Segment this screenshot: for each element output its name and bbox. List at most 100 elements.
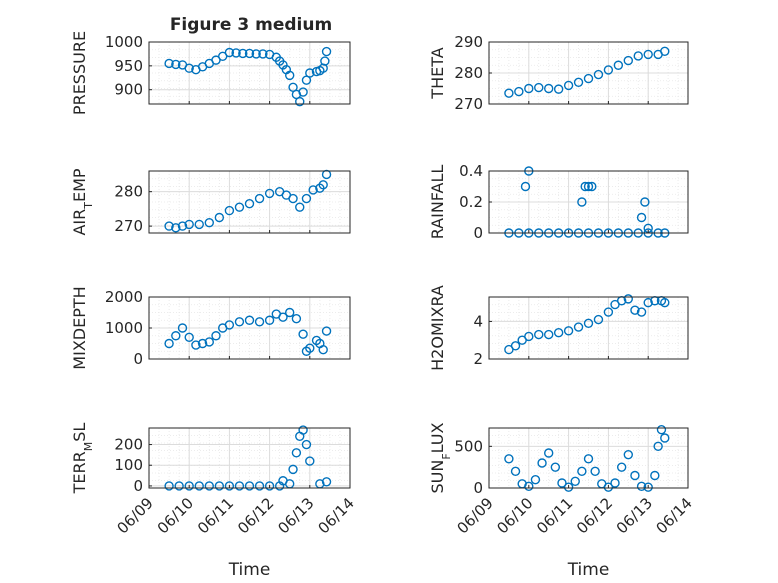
axes-box — [488, 296, 689, 360]
data-point — [204, 481, 215, 491]
data-point — [258, 49, 268, 59]
x-axis-label: Time — [228, 560, 271, 580]
data-point — [636, 212, 647, 223]
x-tick-label: 06/14 — [315, 494, 358, 537]
data-point — [593, 314, 604, 325]
data-point — [656, 424, 667, 435]
data-point — [264, 188, 275, 199]
data-point — [643, 297, 653, 308]
data-point — [264, 315, 275, 325]
data-point — [301, 439, 312, 450]
y-tick-label: 4 — [473, 312, 483, 330]
data-point — [550, 462, 561, 472]
axes-box — [148, 41, 351, 105]
y-tick-label: 200 — [114, 436, 143, 454]
data-point — [204, 337, 215, 347]
data-point — [224, 47, 235, 58]
data-point — [537, 458, 547, 468]
x-tick-label: 06/10 — [154, 494, 197, 537]
subplot-h2omixra: 2 4 H2OMIXRA — [428, 285, 689, 371]
data-point — [514, 86, 524, 97]
data-point — [583, 181, 594, 192]
axes-box — [148, 170, 351, 234]
data-point — [623, 449, 633, 460]
y-tick-label: 1000 — [105, 33, 143, 51]
x-tick-label: 06/13 — [274, 494, 317, 537]
data-point — [244, 315, 255, 325]
data-point — [264, 481, 275, 491]
data-point — [234, 481, 245, 491]
data-point — [244, 48, 255, 59]
data-point — [295, 202, 305, 212]
subplot-mixdepth: 0 1000 2000 MIXDEPTH — [70, 286, 351, 370]
data-point — [164, 58, 174, 69]
data-point — [171, 59, 181, 70]
data-point — [524, 83, 534, 94]
data-point — [211, 331, 221, 341]
data-point — [660, 433, 670, 443]
axes-box — [148, 427, 351, 489]
y-axis-label: RAINFALL — [428, 165, 447, 240]
data-point — [534, 329, 544, 340]
data-point — [643, 482, 653, 492]
subplot-rainfall: 0 0.2 0.4 RAINFALL — [428, 162, 689, 242]
data-point — [593, 69, 604, 80]
y-tick-label: 1000 — [105, 319, 143, 337]
data-point — [623, 55, 633, 66]
data-point — [224, 205, 235, 216]
y-tick-label: 2000 — [105, 288, 143, 306]
y-tick-label: 0 — [473, 479, 483, 497]
y-tick-label: 0.2 — [459, 193, 483, 211]
data-point — [288, 464, 298, 475]
x-tick-label: 06/09 — [114, 494, 157, 537]
data-point — [660, 46, 670, 56]
x-tick-label: 06/14 — [653, 494, 696, 537]
x-tick-label: 06/10 — [493, 494, 536, 537]
data-point — [197, 338, 208, 349]
data-point — [308, 185, 318, 195]
data-point — [573, 77, 584, 88]
data-point — [194, 481, 204, 491]
data-point — [583, 318, 594, 329]
data-point — [580, 181, 590, 192]
data-point — [164, 221, 174, 231]
data-point — [194, 219, 204, 230]
data-point — [583, 73, 594, 84]
data-point — [171, 223, 181, 233]
data-point — [603, 65, 614, 75]
y-tick-label: 100 — [114, 456, 143, 474]
data-point — [184, 63, 194, 73]
data-point — [164, 338, 174, 349]
y-axis-label: SUNFLUX — [428, 422, 453, 493]
data-point — [660, 297, 670, 308]
x-tick-label: 06/11 — [194, 494, 237, 537]
data-point — [244, 199, 255, 209]
data-point — [636, 481, 647, 492]
data-point — [254, 481, 265, 491]
y-axis-label: THETA — [428, 47, 447, 99]
data-point — [534, 82, 544, 93]
data-point — [650, 470, 660, 481]
data-point — [214, 212, 225, 223]
data-point — [298, 87, 308, 97]
data-point — [553, 327, 564, 338]
data-point — [544, 329, 554, 340]
data-point — [613, 60, 624, 70]
data-point — [524, 481, 534, 492]
data-point — [636, 307, 647, 317]
data-point — [177, 323, 188, 333]
data-point — [288, 193, 298, 204]
data-point — [510, 341, 521, 351]
data-point — [224, 481, 235, 491]
data-point — [524, 331, 534, 342]
data-point — [530, 474, 541, 485]
data-point — [231, 48, 241, 58]
subplot-theta: 270 280 290 THETA — [428, 33, 689, 113]
data-point — [603, 307, 614, 317]
data-point — [254, 193, 265, 204]
x-tick-label: 06/13 — [613, 494, 656, 537]
subplot-air: 270 280 AIRTEMP — [70, 168, 351, 236]
data-point — [244, 481, 255, 491]
